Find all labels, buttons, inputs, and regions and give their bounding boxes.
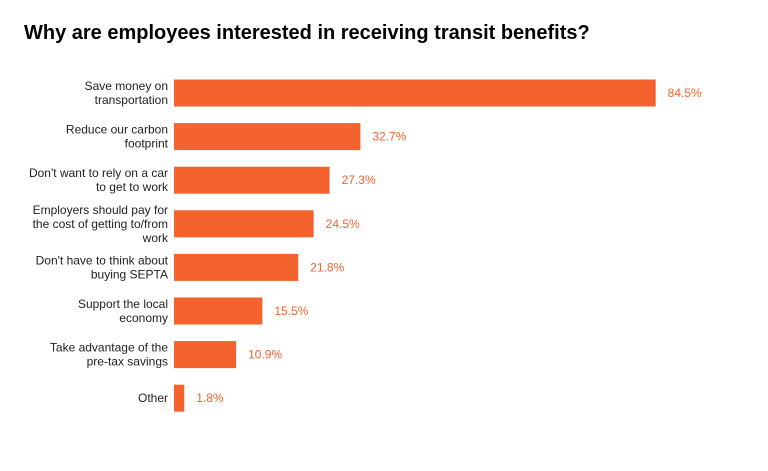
data-label-4: 21.8% — [310, 260, 344, 274]
category-label-1: Reduce our carbon footprint — [66, 123, 169, 151]
bar-6 — [174, 341, 237, 369]
bar-7 — [174, 384, 185, 412]
category-label-2: Don't want to rely on a car to get to wor… — [29, 166, 169, 194]
bar-0 — [174, 79, 656, 107]
data-label-2: 27.3% — [342, 173, 376, 187]
data-label-3: 24.5% — [326, 217, 360, 231]
bar-2 — [174, 166, 330, 194]
bar-4 — [174, 253, 299, 281]
category-label-0: Save money on transportation — [85, 79, 168, 107]
category-label-7: Other — [138, 391, 168, 405]
data-label-1: 32.7% — [372, 130, 406, 144]
chart-title: Why are employees interested in receivin… — [24, 22, 590, 44]
data-label-6: 10.9% — [248, 348, 282, 362]
bar-3 — [174, 210, 314, 238]
category-label-5: Support the local economy — [78, 297, 168, 325]
data-label-0: 84.5% — [668, 86, 702, 100]
bar-1 — [174, 123, 361, 151]
category-label-3: Employers should pay for the cost of gett… — [33, 203, 169, 245]
category-label-4: Don't have to think about buying SEPTA — [36, 253, 169, 281]
category-label-6: Take advantage of the pre-tax savings — [50, 341, 168, 369]
data-label-5: 15.5% — [274, 304, 308, 318]
data-label-7: 1.8% — [196, 391, 224, 405]
bar-5 — [174, 297, 263, 325]
